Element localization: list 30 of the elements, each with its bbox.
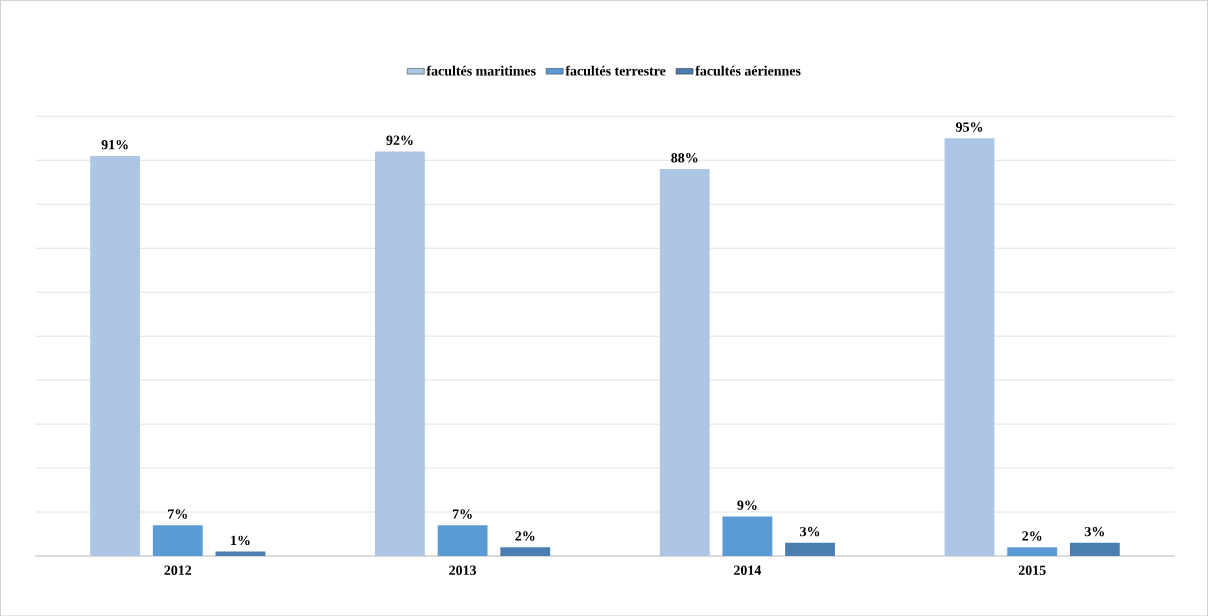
data-label: 1%	[231, 535, 250, 545]
data-label: 91%	[101, 139, 128, 150]
x-tick-label: 2012	[164, 565, 192, 575]
data-label: 7%	[452, 509, 472, 519]
bar	[500, 547, 551, 556]
legend-label: facultés aériennes	[695, 65, 801, 76]
data-label: 88%	[671, 152, 698, 163]
legend-label: facultés maritimes	[426, 65, 536, 76]
bar	[785, 542, 835, 556]
bar	[1069, 542, 1120, 556]
legend-label: facultés terrestre	[565, 65, 666, 76]
bar	[1007, 547, 1058, 556]
data-label: 2%	[515, 531, 535, 541]
data-label: 9%	[737, 500, 757, 510]
bar	[722, 516, 773, 556]
bar	[659, 168, 710, 556]
data-label: 2%	[1022, 531, 1042, 541]
x-tick-label: 2014	[734, 565, 762, 575]
x-tick-label: 2015	[1018, 565, 1046, 575]
x-tick-label: 2013	[449, 565, 477, 575]
data-label: 3%	[800, 526, 820, 537]
data-label: 3%	[1084, 526, 1104, 537]
bar	[375, 151, 425, 556]
bar	[90, 155, 141, 556]
data-label: 92%	[386, 135, 413, 145]
bar	[152, 525, 203, 556]
bar	[437, 525, 488, 556]
data-label: 7%	[168, 509, 187, 519]
bar	[944, 138, 995, 556]
data-label: 95%	[955, 122, 983, 132]
